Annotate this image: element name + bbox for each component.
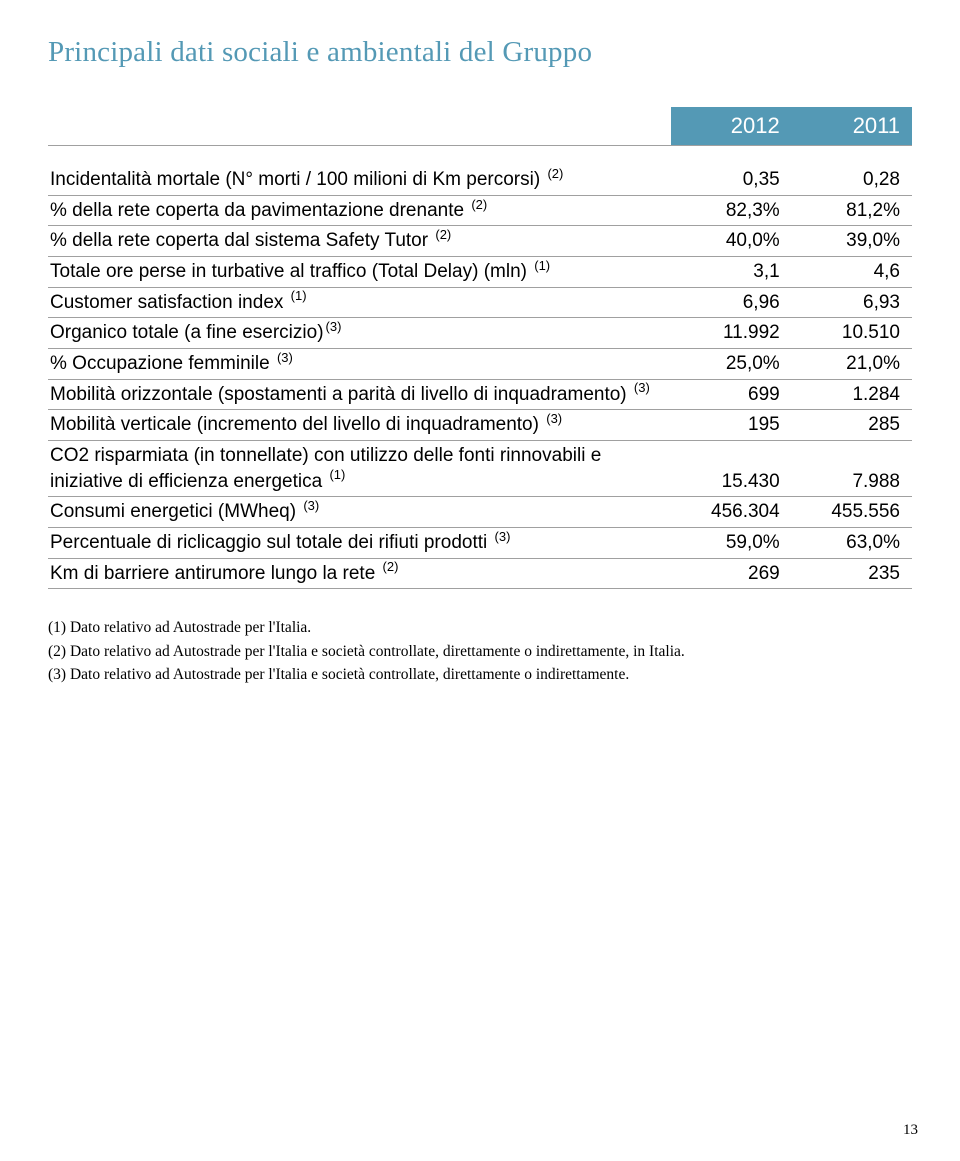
footnote-ref: (2) [381,559,399,574]
table-row: Percentuale di riclicaggio sul totale de… [48,527,912,558]
cell-2011: 81,2% [792,195,912,226]
table-row: Totale ore perse in turbative al traffic… [48,257,912,288]
table-row: Consumi energetici (MWheq) (3)456.304455… [48,497,912,528]
row-label: Mobilità orizzontale (spostamenti a pari… [48,379,671,410]
table-row: % della rete coperta dal sistema Safety … [48,226,912,257]
footnotes: (1) Dato relativo ad Autostrade per l'It… [48,617,912,686]
footnote-ref: (2) [433,227,451,242]
footnote-ref: (1) [532,258,550,273]
cell-2012: 0,35 [671,165,791,195]
page-number: 13 [903,1122,918,1139]
footnote-ref: (1) [327,467,345,482]
footnote-line: (2) Dato relativo ad Autostrade per l'It… [48,641,912,663]
footnote-ref: (2) [545,166,563,181]
footnote-ref: (3) [493,529,511,544]
table-row: Organico totale (a fine esercizio)(3)11.… [48,318,912,349]
row-label: CO2 risparmiata (in tonnellate) con util… [48,440,671,496]
cell-2011: 4,6 [792,257,912,288]
footnote-ref: (1) [289,288,307,303]
footnote-ref: (3) [544,411,562,426]
table-row: Mobilità orizzontale (spostamenti a pari… [48,379,912,410]
table-row: Mobilità verticale (incremento del livel… [48,410,912,441]
table-row: % Occupazione femminile (3)25,0%21,0% [48,349,912,380]
row-label: % Occupazione femminile (3) [48,349,671,380]
cell-2011: 10.510 [792,318,912,349]
cell-2012: 195 [671,410,791,441]
data-table: 20122011 Incidentalità mortale (N° morti … [48,107,912,589]
cell-2011: 6,93 [792,287,912,318]
cell-2012: 269 [671,558,791,589]
footnote-line: (1) Dato relativo ad Autostrade per l'It… [48,617,912,639]
cell-2012: 59,0% [671,527,791,558]
cell-2011: 21,0% [792,349,912,380]
cell-2011: 285 [792,410,912,441]
column-year-2012: 2012 [671,107,791,145]
row-label: Km di barriere antirumore lungo la rete … [48,558,671,589]
row-label: Consumi energetici (MWheq) (3) [48,497,671,528]
cell-2012: 699 [671,379,791,410]
cell-2011: 0,28 [792,165,912,195]
footnote-ref: (3) [275,350,293,365]
cell-2011: 1.284 [792,379,912,410]
page-title: Principali dati sociali e ambientali del… [48,36,912,69]
row-label: Incidentalità mortale (N° morti / 100 mi… [48,165,671,195]
table-row: Customer satisfaction index (1)6,966,93 [48,287,912,318]
table-header-row: 20122011 [48,107,912,145]
cell-2012: 40,0% [671,226,791,257]
row-label: Organico totale (a fine esercizio)(3) [48,318,671,349]
footnote-ref: (3) [301,498,319,513]
footnote-ref: (2) [469,197,487,212]
row-label: Percentuale di riclicaggio sul totale de… [48,527,671,558]
cell-2012: 6,96 [671,287,791,318]
cell-2012: 82,3% [671,195,791,226]
row-label: % della rete coperta dal sistema Safety … [48,226,671,257]
table-row: % della rete coperta da pavimentazione d… [48,195,912,226]
cell-2011: 455.556 [792,497,912,528]
table-row: Km di barriere antirumore lungo la rete … [48,558,912,589]
footnote-ref: (3) [632,380,650,395]
header-blank [48,107,671,145]
footnote-line: (3) Dato relativo ad Autostrade per l'It… [48,664,912,686]
row-label: Customer satisfaction index (1) [48,287,671,318]
column-year-2011: 2011 [792,107,912,145]
row-label: Totale ore perse in turbative al traffic… [48,257,671,288]
row-label: % della rete coperta da pavimentazione d… [48,195,671,226]
table-spacer [48,145,912,165]
cell-2012: 25,0% [671,349,791,380]
table-row: Incidentalità mortale (N° morti / 100 mi… [48,165,912,195]
cell-2012: 11.992 [671,318,791,349]
footnote-ref: (3) [324,319,342,334]
row-label: Mobilità verticale (incremento del livel… [48,410,671,441]
cell-2012: 456.304 [671,497,791,528]
cell-2011: 63,0% [792,527,912,558]
cell-2011: 235 [792,558,912,589]
cell-2011: 7.988 [792,440,912,496]
cell-2012: 3,1 [671,257,791,288]
cell-2012: 15.430 [671,440,791,496]
table-row: CO2 risparmiata (in tonnellate) con util… [48,440,912,496]
cell-2011: 39,0% [792,226,912,257]
